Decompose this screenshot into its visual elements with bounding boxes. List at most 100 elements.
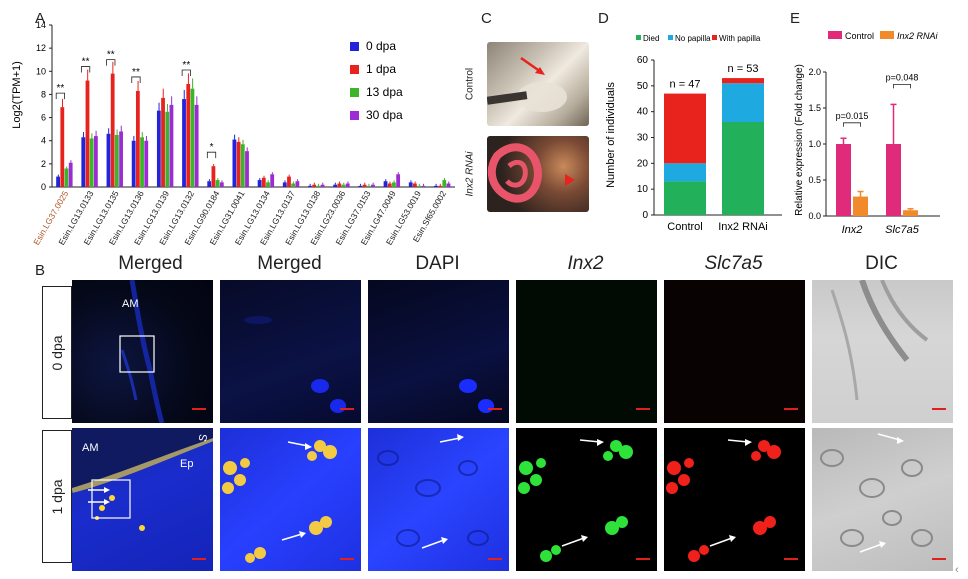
legend-swatch xyxy=(350,42,359,51)
n-label: n = 47 xyxy=(670,79,701,91)
bar-13-dpa xyxy=(417,185,422,187)
micrograph-0dpa-dic xyxy=(812,280,953,423)
bar-1-dpa xyxy=(261,177,266,187)
label-am: AM xyxy=(82,442,99,454)
white-arrow-icon xyxy=(729,535,736,542)
bar-1-dpa xyxy=(387,183,392,187)
bar-inx2-rnai xyxy=(853,196,868,216)
bar-1-dpa xyxy=(161,97,165,187)
white-arrow-icon xyxy=(104,499,110,505)
scale-bar xyxy=(636,408,650,410)
scale-bar xyxy=(340,558,354,560)
significance-bracket xyxy=(206,151,217,159)
bar-1-dpa xyxy=(110,73,115,187)
significance-mark: ** xyxy=(82,57,90,68)
bar-0-dpa xyxy=(56,176,60,187)
bar-0-dpa xyxy=(81,137,86,187)
significance-mark: ** xyxy=(107,50,115,61)
x-tick-label: Slc7a5 xyxy=(885,224,920,236)
significance-bracket xyxy=(80,66,91,73)
bar-1-dpa xyxy=(362,184,367,187)
scale-bar xyxy=(488,558,502,560)
bar-1-dpa xyxy=(186,84,191,187)
y-tick-label: 30 xyxy=(637,133,649,144)
bar-0-dpa xyxy=(434,185,438,187)
scale-bar xyxy=(932,558,946,560)
micrograph-1dpa-dic xyxy=(812,428,953,571)
p-value-bracket xyxy=(893,84,911,89)
y-tick-label: 0.5 xyxy=(808,175,821,185)
legend-swatch xyxy=(350,111,359,120)
photo-label-control: Control xyxy=(464,67,476,101)
y-tick-label: 1.0 xyxy=(808,139,821,149)
label-am: AM xyxy=(122,298,139,310)
panel-letter-b: B xyxy=(35,262,46,279)
bar-13-dpa xyxy=(291,183,296,187)
bar-30-dpa xyxy=(396,174,401,187)
bar-30-dpa xyxy=(93,136,98,187)
bar-1-dpa xyxy=(135,90,140,187)
significance-mark: ** xyxy=(132,67,140,78)
white-arrow-icon xyxy=(305,443,312,450)
photo-label-rnai: Inx2 RNAi xyxy=(464,151,476,197)
stacked-bar-died xyxy=(722,122,764,215)
header-dapi: DAPI xyxy=(415,253,460,274)
scale-bar xyxy=(340,408,354,410)
y-tick-label: 4 xyxy=(41,136,46,146)
bar-1-dpa xyxy=(438,185,443,187)
legend-label: With papilla xyxy=(719,34,761,43)
bar-30-dpa xyxy=(320,184,325,187)
x-tick-label: Inx2 RNAi xyxy=(718,221,768,233)
legend-label: Died xyxy=(643,34,659,43)
legend-label: 0 dpa xyxy=(366,39,396,53)
bar-13-dpa xyxy=(392,182,396,187)
bar-13-dpa xyxy=(89,138,94,187)
bar-inx2-rnai xyxy=(903,210,918,216)
row-label-1dpa: 1 dpa xyxy=(42,430,72,563)
back-arrow-icon[interactable]: ‹ xyxy=(955,564,959,576)
micrograph-1dpa-inx2 xyxy=(516,428,657,571)
bar-30-dpa xyxy=(270,174,275,187)
legend-label: 13 dpa xyxy=(366,85,403,99)
bar-30-dpa xyxy=(295,181,300,187)
stacked-bar-no-papilla xyxy=(664,163,706,182)
legend-label: 1 dpa xyxy=(366,62,396,76)
bar-13-dpa xyxy=(114,134,119,187)
bar-13-dpa xyxy=(341,184,346,187)
white-arrow-icon xyxy=(299,531,306,538)
bar-30-dpa xyxy=(371,184,375,187)
legend-label: Inx2 RNAi xyxy=(897,31,939,41)
micrograph-0dpa-dapi xyxy=(368,280,509,423)
white-arrow-icon xyxy=(457,434,464,441)
legend-swatch xyxy=(828,31,842,39)
bar-13-dpa xyxy=(266,182,270,187)
white-arrow-icon xyxy=(597,439,604,446)
p-value-bracket xyxy=(843,122,861,127)
legend-swatch xyxy=(712,35,717,40)
white-arrow-icon xyxy=(441,537,448,544)
panel-letter-d: D xyxy=(598,10,609,27)
bar-30-dpa xyxy=(144,140,149,187)
bar-0-dpa xyxy=(408,182,413,187)
scale-bar xyxy=(784,558,798,560)
bar-0-dpa xyxy=(182,99,186,187)
bar-30-dpa xyxy=(446,183,451,187)
bar-1-dpa xyxy=(337,183,342,187)
legend-swatch xyxy=(636,35,641,40)
y-tick-label: 2 xyxy=(41,159,46,169)
bar-30-dpa xyxy=(219,182,224,187)
panel-d-chart: Died No papilla With papilla 0 10 20 30 40 50 60… xyxy=(605,34,782,233)
bar-1-dpa xyxy=(312,184,317,187)
bar-13-dpa xyxy=(165,111,170,187)
y-tick-label: 6 xyxy=(41,113,46,123)
bar-1-dpa xyxy=(211,166,216,187)
scale-bar xyxy=(636,558,650,560)
n-label: n = 53 xyxy=(728,63,759,75)
bar-30-dpa xyxy=(345,183,350,187)
bar-30-dpa xyxy=(194,104,199,187)
panel-letter-c: C xyxy=(481,10,492,27)
header-inx2: Inx2 xyxy=(567,253,604,274)
legend-label: Control xyxy=(845,31,874,41)
bar-0-dpa xyxy=(308,185,312,187)
bar-30-dpa xyxy=(68,162,73,187)
